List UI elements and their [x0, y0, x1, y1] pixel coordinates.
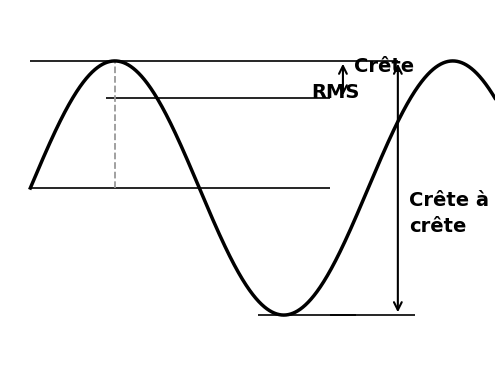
Text: Crête à
crête: Crête à crête — [409, 191, 489, 236]
Text: RMS: RMS — [311, 83, 359, 102]
Text: Crête: Crête — [354, 58, 414, 76]
